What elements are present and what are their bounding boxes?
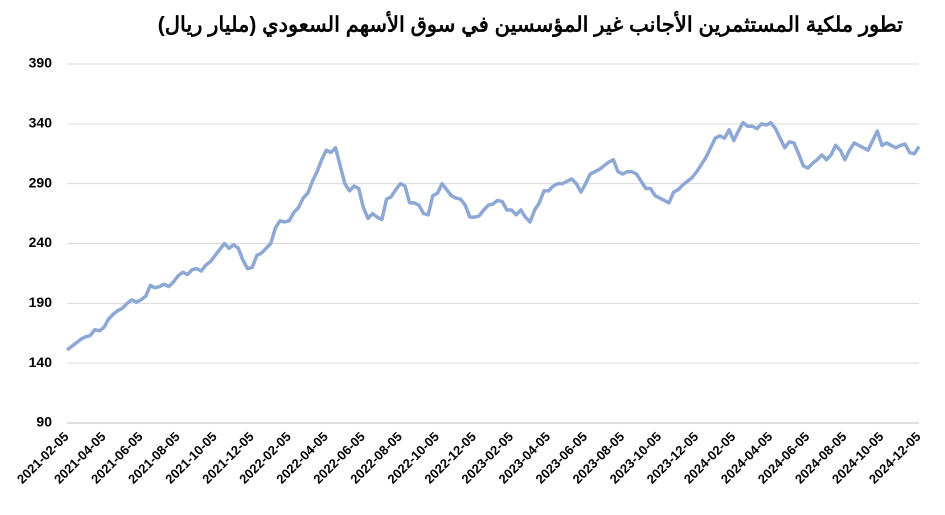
y-tick-label: 190 [29,294,53,310]
y-tick-label: 240 [29,234,53,250]
y-tick-label: 140 [29,354,53,370]
y-tick-label: 390 [29,55,53,71]
chart-title: تطور ملكية المستثمرين الأجانب غير المؤسس… [158,11,903,38]
data-line [65,120,921,352]
y-tick-label: 290 [29,174,53,190]
y-tick-label: 90 [36,414,52,430]
y-tick-label: 340 [29,115,53,131]
